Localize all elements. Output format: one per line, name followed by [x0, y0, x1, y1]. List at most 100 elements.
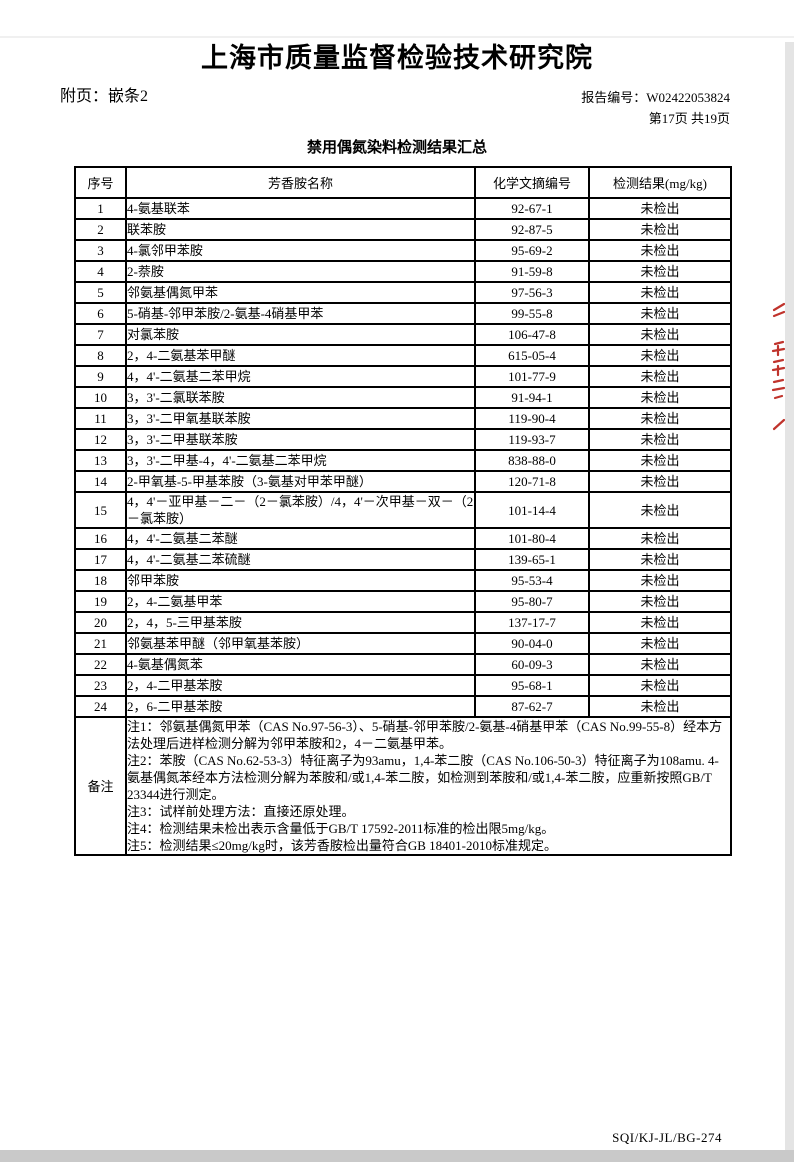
cas-number: 101-14-4: [474, 491, 590, 529]
row-no: 1: [74, 197, 127, 220]
report-number-line: 报告编号：W02422053824: [581, 87, 730, 108]
result: 未检出: [588, 302, 732, 325]
table-row: 18 邻甲苯胺 95-53-4 未检出: [74, 569, 732, 592]
cas-number: 90-04-0: [474, 632, 590, 655]
amine-name: 5-硝基-邻甲苯胺/2-氨基-4硝基甲苯: [125, 302, 476, 325]
table-row: 17 4，4'-二氨基二苯硫醚 139-65-1 未检出: [74, 548, 732, 571]
row-no: 14: [74, 470, 127, 493]
amine-name: 邻氨基偶氮甲苯: [125, 281, 476, 304]
amine-name: 4，4'-二氨基二苯醚: [125, 527, 476, 550]
result: 未检出: [588, 323, 732, 346]
table-row: 19 2，4-二氨基甲苯 95-80-7 未检出: [74, 590, 732, 613]
row-no: 15: [74, 491, 127, 529]
result: 未检出: [588, 239, 732, 262]
cas-number: 119-90-4: [474, 407, 590, 430]
result: 未检出: [588, 407, 732, 430]
remark-note-line: 注2：苯胺（CAS No.62-53-3）特征离子为93amu，1,4-苯二胺（…: [127, 753, 719, 802]
cas-number: 106-47-8: [474, 323, 590, 346]
row-no: 13: [74, 449, 127, 472]
row-no: 9: [74, 365, 127, 388]
page-info: 第17页 共19页: [648, 111, 730, 126]
table-row: 9 4，4'-二氨基二苯甲烷 101-77-9 未检出: [74, 365, 732, 388]
cas-number: 615-05-4: [474, 344, 590, 367]
cas-number: 139-65-1: [474, 548, 590, 571]
row-no: 3: [74, 239, 127, 262]
result: 未检出: [588, 218, 732, 241]
report-number-value: W02422053824: [646, 90, 730, 105]
remark-note-line: 注5：检测结果≤20mg/kg时，该芳香胺检出量符合GB 18401-2010标…: [127, 838, 557, 853]
table-row: 2 联苯胺 92-87-5 未检出: [74, 218, 732, 241]
amine-name: 2，6-二甲基苯胺: [125, 695, 476, 718]
remark-body: 注1：邻氨基偶氮甲苯（CAS No.97-56-3）、5-硝基-邻甲苯胺/2-氨…: [125, 716, 732, 856]
row-no: 22: [74, 653, 127, 676]
row-no: 23: [74, 674, 127, 697]
footer-document-code: SQI/KJ-JL/BG-274: [612, 1130, 722, 1145]
cas-number: 137-17-7: [474, 611, 590, 634]
cas-number: 95-80-7: [474, 590, 590, 613]
amine-name: 4-氨基联苯: [125, 197, 476, 220]
red-paging-seal-fragment: [771, 302, 786, 431]
remark-note-line: 注4：检测结果未检出表示含量低于GB/T 17592-2011标准的检出限5mg…: [127, 821, 555, 836]
cas-number: 95-68-1: [474, 674, 590, 697]
cas-number: 101-80-4: [474, 527, 590, 550]
cas-number: 95-53-4: [474, 569, 590, 592]
cas-number: 119-93-7: [474, 428, 590, 451]
row-no: 21: [74, 632, 127, 655]
cas-number: 99-55-8: [474, 302, 590, 325]
result: 未检出: [588, 260, 732, 283]
cas-number: 120-71-8: [474, 470, 590, 493]
cas-number: 60-09-3: [474, 653, 590, 676]
row-no: 18: [74, 569, 127, 592]
result: 未检出: [588, 569, 732, 592]
result: 未检出: [588, 197, 732, 220]
table-row: 21 邻氨基苯甲醚（邻甲氧基苯胺） 90-04-0 未检出: [74, 632, 732, 655]
column-header-cas: 化学文摘编号: [474, 166, 590, 199]
table-row: 3 4-氯邻甲苯胺 95-69-2 未检出: [74, 239, 732, 262]
report-number-label: 报告编号：: [581, 90, 647, 105]
amine-name: 4，4'－亚甲基－二－（2－氯苯胺）/4，4'－次甲基－双－（2－氯苯胺）: [125, 491, 476, 529]
page-bottom-edge: [0, 1150, 794, 1162]
table-row: 15 4，4'－亚甲基－二－（2－氯苯胺）/4，4'－次甲基－双－（2－氯苯胺） 1…: [74, 491, 732, 529]
result: 未检出: [588, 674, 732, 697]
result: 未检出: [588, 365, 732, 388]
table-row: 24 2，6-二甲基苯胺 87-62-7 未检出: [74, 695, 732, 718]
table-row: 12 3，3'-二甲基联苯胺 119-93-7 未检出: [74, 428, 732, 451]
result: 未检出: [588, 491, 732, 529]
result: 未检出: [588, 386, 732, 409]
table-row: 11 3，3'-二甲氧基联苯胺 119-90-4 未检出: [74, 407, 732, 430]
table-row: 22 4-氨基偶氮苯 60-09-3 未检出: [74, 653, 732, 676]
result: 未检出: [588, 548, 732, 571]
amine-name: 2，4-二甲基苯胺: [125, 674, 476, 697]
cas-number: 87-62-7: [474, 695, 590, 718]
table-row: 14 2-甲氧基-5-甲基苯胺（3-氨基对甲苯甲醚） 120-71-8 未检出: [74, 470, 732, 493]
amine-name: 4-氨基偶氮苯: [125, 653, 476, 676]
amine-name: 2，4-二氨基苯甲醚: [125, 344, 476, 367]
table-row: 23 2，4-二甲基苯胺 95-68-1 未检出: [74, 674, 732, 697]
table-row: 16 4，4'-二氨基二苯醚 101-80-4 未检出: [74, 527, 732, 550]
table-row: 20 2，4，5-三甲基苯胺 137-17-7 未检出: [74, 611, 732, 634]
row-no: 20: [74, 611, 127, 634]
result: 未检出: [588, 470, 732, 493]
column-header-no: 序号: [74, 166, 127, 199]
amine-name: 3，3'-二甲基联苯胺: [125, 428, 476, 451]
table-row: 7 对氯苯胺 106-47-8 未检出: [74, 323, 732, 346]
result: 未检出: [588, 344, 732, 367]
table-row: 10 3，3'-二氯联苯胺 91-94-1 未检出: [74, 386, 732, 409]
row-no: 11: [74, 407, 127, 430]
row-no: 24: [74, 695, 127, 718]
row-no: 19: [74, 590, 127, 613]
amine-name: 4，4'-二氨基二苯甲烷: [125, 365, 476, 388]
org-title: 上海市质量监督检验技术研究院: [201, 43, 593, 73]
cas-number: 92-67-1: [474, 197, 590, 220]
table-body: 1 4-氨基联苯 92-67-1 未检出 2 联苯胺 92-87-5 未检出 3 4-氯邻甲苯胺 9…: [74, 197, 732, 718]
table-row: 13 3，3'-二甲基-4，4'-二氨基二苯甲烷 838-88-0 未检出: [74, 449, 732, 472]
row-no: 2: [74, 218, 127, 241]
table-row: 5 邻氨基偶氮甲苯 97-56-3 未检出: [74, 281, 732, 304]
amine-name: 4，4'-二氨基二苯硫醚: [125, 548, 476, 571]
table-title: 禁用偶氮染料检测结果汇总: [306, 140, 487, 156]
amine-name: 邻氨基苯甲醚（邻甲氧基苯胺）: [125, 632, 476, 655]
row-no: 16: [74, 527, 127, 550]
cas-number: 91-94-1: [474, 386, 590, 409]
amine-name: 联苯胺: [125, 218, 476, 241]
table-row: 4 2-萘胺 91-59-8 未检出: [74, 260, 732, 283]
